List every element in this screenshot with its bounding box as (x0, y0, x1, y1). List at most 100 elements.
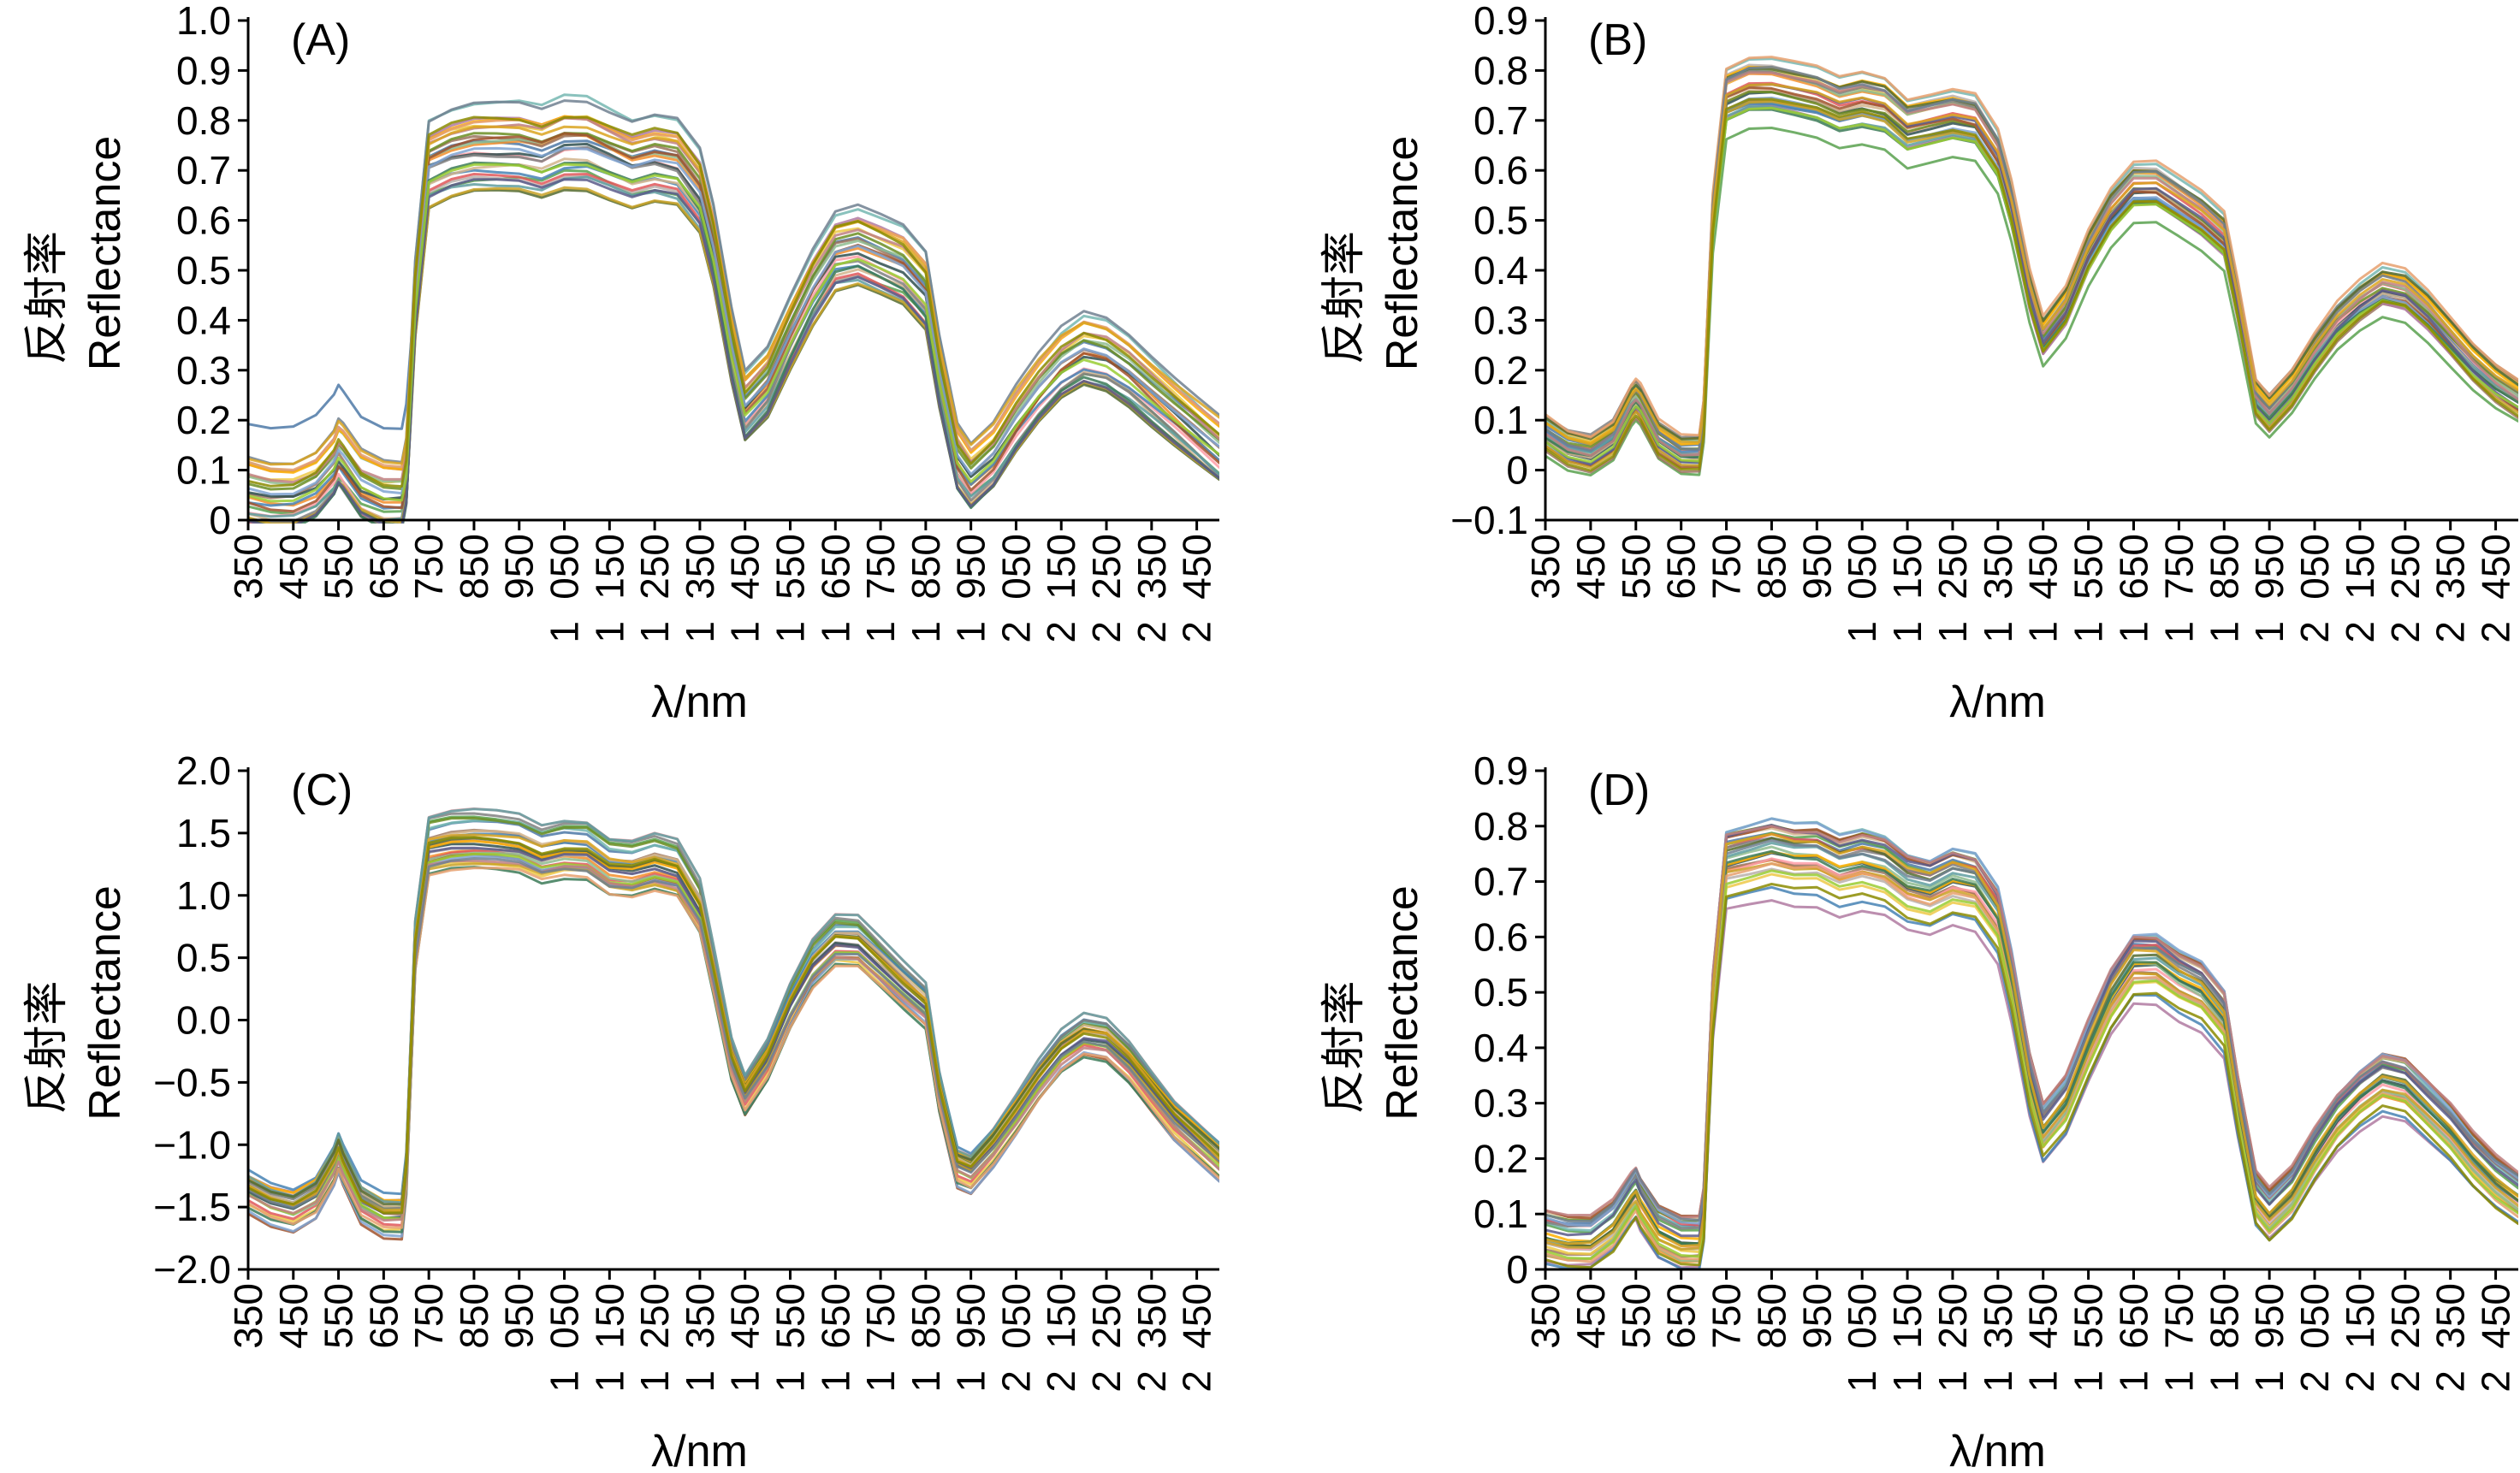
x-tick-label: 650 (361, 534, 406, 600)
spectrum-series-20 (1545, 67, 2518, 441)
x-tick-label: 450 (1175, 1283, 1219, 1349)
y-tick-label: 1.5 (176, 811, 231, 855)
x-tick-label: 550 (1614, 1283, 1658, 1349)
x-tick-label: 050 (543, 534, 587, 600)
x-tick-label-thousands: 1 (2156, 621, 2201, 643)
spectrum-series-16 (248, 812, 1219, 1210)
y-axis-title-en: Reflectance (80, 885, 130, 1121)
spectrum-series-1 (248, 819, 1219, 1210)
x-tick-label: 050 (543, 1283, 587, 1349)
x-tick-label: 550 (2066, 534, 2111, 600)
x-tick-label-thousands: 1 (632, 1370, 677, 1393)
x-tick-label-thousands: 2 (2383, 1370, 2428, 1393)
y-tick-label: 0.3 (176, 348, 231, 393)
x-tick-label: 050 (993, 1283, 1038, 1349)
x-tick-label-thousands: 1 (723, 621, 768, 643)
spectrum-series-29 (1545, 832, 2518, 1248)
spectrum-series-16 (1545, 837, 2518, 1230)
spectrum-series-1 (1545, 831, 2518, 1228)
spectrum-series-30 (1545, 98, 2518, 472)
y-tick-label: −0.1 (1450, 498, 1528, 542)
spectrum-series-25 (248, 178, 1219, 524)
x-tick-label-thousands: 1 (2247, 621, 2292, 643)
x-tick-label-thousands: 1 (813, 1370, 857, 1393)
x-tick-label-thousands: 1 (2156, 1370, 2201, 1393)
y-tick-label: 0 (1506, 448, 1528, 493)
x-tick-label: 350 (1130, 534, 1174, 600)
x-tick-label: 450 (2474, 1283, 2518, 1349)
y-tick-label: 0.7 (1473, 860, 1528, 904)
x-tick-label: 750 (2156, 534, 2201, 600)
x-tick-label-thousands: 1 (1930, 1370, 1975, 1393)
x-tick-label: 350 (1976, 534, 2020, 600)
spectrum-series-13 (248, 132, 1219, 491)
x-tick-label-thousands: 1 (1840, 621, 1884, 643)
x-tick-label: 650 (2111, 534, 2155, 600)
spectrum-series-15 (1545, 826, 2518, 1221)
x-tick-label-thousands: 1 (768, 621, 812, 643)
spectrum-series-22 (1545, 862, 2518, 1251)
x-axis-title: λ/nm (1949, 1427, 2046, 1473)
spectrum-series-17 (1545, 65, 2518, 446)
x-tick-label: 250 (2383, 534, 2428, 600)
x-tick-label-thousands: 2 (1130, 621, 1174, 643)
spectrum-series-6 (1545, 70, 2518, 443)
y-tick-label: 0.5 (176, 936, 231, 980)
x-axis-title: λ/nm (1949, 677, 2046, 727)
spectrum-series-19 (248, 132, 1219, 513)
x-tick-label: 950 (1794, 1283, 1839, 1349)
x-tick-label: 750 (2156, 1283, 2201, 1349)
x-tick-label-thousands: 1 (2202, 621, 2246, 643)
x-tick-label: 350 (678, 534, 722, 600)
x-tick-label-thousands: 2 (1175, 621, 1219, 643)
spectrum-series-3 (248, 815, 1219, 1210)
y-tick-label: 0.5 (1473, 198, 1528, 243)
x-tick-label: 550 (768, 1283, 812, 1349)
x-tick-label: 950 (949, 1283, 993, 1349)
panel-label: (D) (1588, 766, 1650, 815)
x-tick-label-thousands: 1 (1976, 621, 2020, 643)
y-tick-label: 0.6 (1473, 914, 1528, 959)
x-tick-label-thousands: 2 (2383, 621, 2428, 643)
y-tick-label: 0.8 (1473, 48, 1528, 92)
x-tick-label: 850 (452, 1283, 496, 1349)
y-tick-label: 0.8 (176, 98, 231, 143)
spectrum-series-5 (1545, 63, 2518, 446)
spectrum-series-12 (1545, 845, 2518, 1263)
y-tick-label: 0.9 (1473, 0, 1528, 43)
x-tick-label-thousands: 1 (2111, 1370, 2155, 1393)
x-tick-label: 850 (452, 534, 496, 600)
x-tick-label: 650 (2111, 1283, 2155, 1349)
spectrum-series-7 (1545, 57, 2518, 445)
x-tick-label: 750 (858, 1283, 903, 1349)
x-tick-label: 350 (1976, 1283, 2020, 1349)
x-tick-label-thousands: 1 (1885, 621, 1930, 643)
x-tick-label: 450 (1568, 1283, 1613, 1349)
y-axis-title-en: Reflectance (1378, 885, 1427, 1121)
x-tick-label: 250 (632, 534, 677, 600)
y-tick-label: 0.6 (1473, 148, 1528, 192)
spectrum-series-21 (248, 146, 1219, 496)
y-tick-label: 0.4 (1473, 248, 1528, 293)
y-axis-title-en: Reflectance (1378, 136, 1427, 371)
x-tick-label-thousands: 1 (678, 621, 722, 643)
x-tick-label: 850 (2202, 1283, 2246, 1349)
panel-label: (B) (1588, 15, 1647, 65)
y-tick-label: 0.2 (1473, 1136, 1528, 1180)
x-tick-label: 150 (2338, 1283, 2382, 1349)
spectrum-series-28 (1545, 838, 2518, 1222)
spectrum-series-18 (248, 807, 1219, 1204)
y-tick-label: 0.8 (1473, 804, 1528, 849)
x-tick-label: 350 (226, 1283, 270, 1349)
x-tick-label-thousands: 2 (1130, 1370, 1174, 1393)
x-tick-label: 950 (949, 534, 993, 600)
x-tick-label-thousands: 1 (2066, 621, 2111, 643)
x-tick-label-thousands: 1 (1930, 621, 1975, 643)
x-tick-label: 450 (2021, 1283, 2066, 1349)
spectrum-series-10 (1545, 857, 2518, 1251)
x-tick-label: 150 (587, 534, 631, 600)
y-tick-label: 0.7 (176, 148, 231, 192)
panel-label: (C) (291, 766, 353, 815)
spectrum-series-26 (248, 163, 1219, 503)
